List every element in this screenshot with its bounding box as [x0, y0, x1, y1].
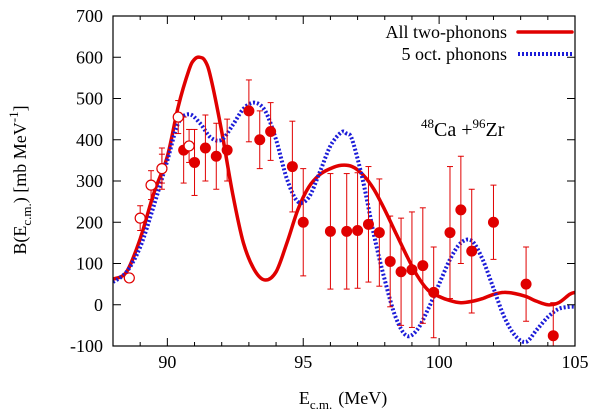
- data-point-filled: [362, 218, 374, 230]
- data-point-open: [172, 111, 184, 123]
- annotation-t2: Zr: [486, 119, 505, 141]
- data-point-filled: [221, 144, 233, 156]
- y-tick-label: -100: [70, 336, 103, 356]
- data-point-filled: [428, 286, 440, 298]
- data-point-filled: [406, 264, 418, 276]
- data-point-filled: [254, 134, 266, 146]
- data-point-open: [123, 272, 135, 284]
- x-tick-label: 105: [562, 352, 589, 372]
- data-point-filled: [297, 216, 309, 228]
- data-point-filled: [487, 216, 499, 228]
- xlabel-sub: c.m.: [310, 397, 332, 412]
- series-line-two-phonons: [113, 55, 575, 307]
- y-tick-label: 0: [94, 295, 103, 315]
- x-axis-label: Ec.m. (MeV): [299, 388, 387, 412]
- annotation-sup1: 48: [421, 116, 434, 131]
- series-line-oct-phonons: [113, 100, 575, 345]
- data-point-filled: [455, 204, 467, 216]
- data-point-open: [156, 163, 168, 175]
- reaction-annotation: 48Ca +96Zr: [421, 116, 505, 141]
- plot-frame: [112, 15, 576, 347]
- x-tick-label: 95: [294, 352, 312, 372]
- data-point-filled: [547, 330, 559, 342]
- ylabel-base: B(E: [10, 226, 31, 255]
- y-tick-label: 600: [76, 47, 103, 67]
- data-point-filled: [417, 260, 429, 272]
- ylabel-mid: ) [mb MeV: [10, 122, 31, 203]
- x-tick-label: 100: [426, 352, 453, 372]
- legend-label-two-phonons: All two-phonons: [386, 22, 508, 42]
- data-point-filled: [210, 150, 222, 162]
- data-point-filled: [352, 225, 364, 236]
- data-point-filled: [324, 225, 336, 237]
- annotation-sup2: 96: [473, 116, 487, 131]
- data-point-open: [145, 179, 157, 191]
- axes: 90 95 100 105 -100 0 100 200 300 400 500 600 700: [70, 6, 589, 372]
- data-point-filled: [520, 278, 532, 290]
- y-tick-label: 200: [76, 212, 103, 232]
- annotation-t1: Ca +: [434, 119, 473, 141]
- xlabel-unit: (MeV): [338, 388, 387, 409]
- data-point-filled: [265, 126, 277, 137]
- y-tick-label: 100: [76, 254, 103, 274]
- data-point-filled: [384, 255, 396, 267]
- ylabel-sup: -1: [6, 111, 21, 122]
- data-point-filled: [199, 142, 211, 154]
- data-point-filled: [444, 227, 456, 239]
- data-point-filled: [286, 161, 298, 173]
- data-point-open: [134, 212, 146, 224]
- y-axis-label: B(Ec.m.) [mb MeV-1]: [6, 105, 34, 254]
- legend-label-oct-phonons: 5 oct. phonons: [402, 44, 508, 64]
- ylabel-sub: c.m.: [19, 203, 34, 225]
- y-tick-label: 700: [76, 6, 103, 26]
- xlabel-base: E: [299, 388, 310, 408]
- plot-clipped: [113, 55, 575, 346]
- data-point-open: [183, 140, 195, 152]
- data-point-filled: [243, 105, 255, 117]
- x-tick-label: 90: [158, 352, 176, 372]
- y-tick-label: 500: [76, 89, 103, 109]
- data-point-filled: [341, 225, 353, 237]
- y-tick-label: 300: [76, 171, 103, 191]
- data-point-filled: [373, 227, 385, 239]
- y-tick-label: 400: [76, 130, 103, 150]
- plot-area: [113, 55, 575, 346]
- data-point-filled: [395, 266, 407, 278]
- data-point-filled: [466, 245, 478, 257]
- legend: All two-phonons 5 oct. phonons: [386, 22, 574, 64]
- ylabel-end: ]: [10, 105, 30, 111]
